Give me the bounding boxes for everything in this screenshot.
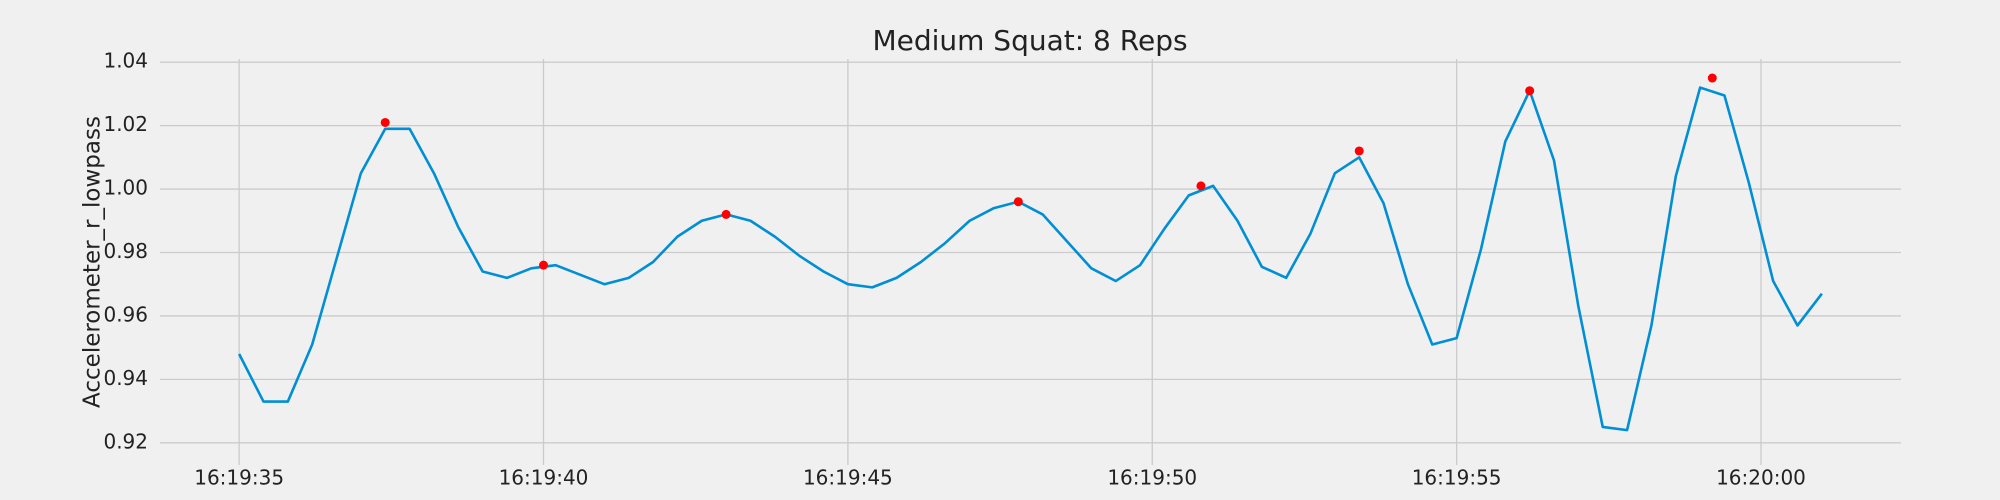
y-tick-label: 1.04	[103, 49, 148, 73]
peak-marker	[539, 260, 549, 270]
x-tick-label: 16:19:55	[1412, 466, 1502, 490]
x-tick-label: 16:19:35	[194, 466, 284, 490]
peak-marker	[380, 117, 390, 127]
y-tick-label: 0.92	[103, 429, 148, 453]
y-tick-label: 0.96	[103, 302, 148, 326]
chart-title: Medium Squat: 8 Reps	[872, 24, 1187, 57]
x-tick-label: 16:19:40	[499, 466, 589, 490]
y-tick-label: 1.00	[103, 176, 148, 200]
peak-marker	[1354, 146, 1364, 156]
peak-marker	[1013, 197, 1023, 207]
peak-marker	[1707, 73, 1717, 83]
data-line	[237, 86, 1823, 432]
x-tick-label: 16:20:00	[1716, 466, 1806, 490]
y-tick-label: 1.02	[103, 112, 148, 136]
y-tick-label: 0.98	[103, 239, 148, 263]
x-tick-label: 16:19:50	[1107, 466, 1197, 490]
peak-marker	[721, 209, 731, 219]
y-axis-label: Accelerometer_r_lowpass	[80, 116, 106, 408]
peak-marker	[1525, 86, 1535, 96]
peak-marker	[1196, 181, 1206, 191]
y-tick-label: 0.94	[103, 366, 148, 390]
x-tick-label: 16:19:45	[803, 466, 893, 490]
